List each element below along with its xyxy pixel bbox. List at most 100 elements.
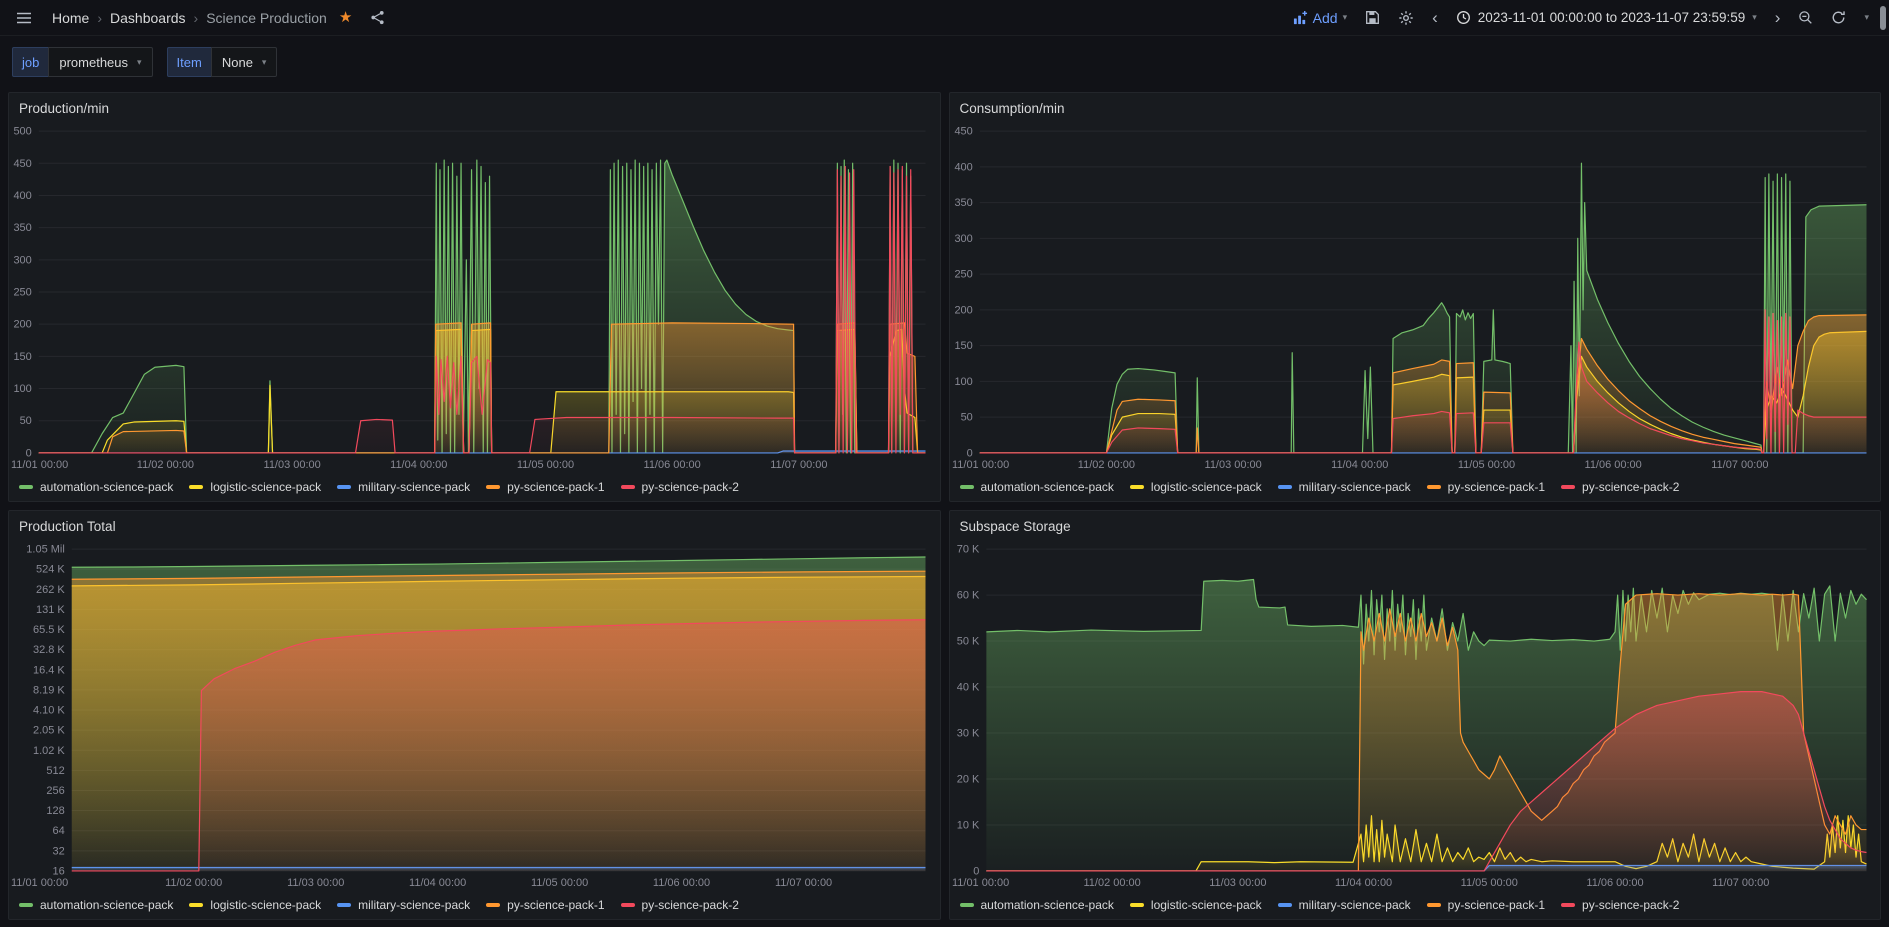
legend-series-label: py-science-pack-1	[507, 480, 605, 494]
save-dashboard-button[interactable]	[1359, 6, 1386, 29]
svg-text:150: 150	[954, 340, 972, 352]
refresh-button[interactable]	[1825, 6, 1852, 29]
legend-item-logistic-science-pack[interactable]: logistic-science-pack	[1129, 898, 1262, 912]
svg-text:11/02 00:00: 11/02 00:00	[137, 459, 194, 471]
legend-item-military-science-pack[interactable]: military-science-pack	[1277, 480, 1411, 494]
chart-legend: automation-science-pack logistic-science-…	[9, 473, 940, 501]
time-range-forward-button[interactable]: ›	[1769, 5, 1787, 30]
panel-title-text: Production/min	[19, 100, 110, 116]
panel-consumption-min: Consumption/min 0 50 100 150 200 250 300 350 400…	[948, 92, 1881, 502]
time-range-back-button[interactable]: ‹	[1426, 5, 1444, 30]
svg-text:11/07 00:00: 11/07 00:00	[1711, 459, 1768, 471]
legend-series-swatch	[1426, 485, 1441, 489]
svg-text:0: 0	[973, 865, 979, 877]
svg-text:262 K: 262 K	[36, 584, 65, 596]
panel-title-text: Consumption/min	[959, 100, 1065, 116]
legend-item-py-science-pack-2[interactable]: py-science-pack-2	[620, 898, 739, 912]
time-series-chart[interactable]: 0 10 K 20 K 30 K 40 K 50 K 60 K 70 K 11/01 00:00…	[950, 541, 1881, 891]
dashboard-settings-button[interactable]	[1392, 6, 1420, 30]
svg-text:11/01 00:00: 11/01 00:00	[11, 877, 68, 889]
legend-item-military-science-pack[interactable]: military-science-pack	[1277, 898, 1411, 912]
svg-text:20 K: 20 K	[956, 773, 979, 785]
legend-item-py-science-pack-1[interactable]: py-science-pack-1	[1426, 480, 1545, 494]
legend-item-py-science-pack-2[interactable]: py-science-pack-2	[620, 480, 739, 494]
navbar: Home › Dashboards › Science Production ★…	[0, 0, 1889, 36]
legend-item-py-science-pack-2[interactable]: py-science-pack-2	[1561, 480, 1679, 494]
svg-text:30 K: 30 K	[956, 727, 979, 739]
legend-item-logistic-science-pack[interactable]: logistic-science-pack	[189, 480, 321, 494]
svg-text:11/02 00:00: 11/02 00:00	[1077, 459, 1134, 471]
svg-text:70 K: 70 K	[956, 544, 979, 556]
zoom-out-button[interactable]	[1792, 6, 1819, 29]
svg-text:0: 0	[26, 447, 32, 459]
legend-item-py-science-pack-2[interactable]: py-science-pack-2	[1561, 898, 1679, 912]
legend-series-label: automation-science-pack	[40, 480, 174, 494]
svg-text:256: 256	[46, 785, 64, 797]
legend-item-logistic-science-pack[interactable]: logistic-science-pack	[189, 898, 321, 912]
dashboard-grid: Production/min 0 50 100 150 200 250 300 350 400 4…	[0, 88, 1889, 920]
legend-item-py-science-pack-1[interactable]: py-science-pack-1	[486, 898, 605, 912]
panel-title-subspace-storage[interactable]: Subspace Storage	[950, 511, 1881, 541]
legend-series-label: military-science-pack	[358, 480, 471, 494]
menu-toggle-button[interactable]	[10, 6, 38, 30]
legend-item-py-science-pack-1[interactable]: py-science-pack-1	[1426, 898, 1545, 912]
share-icon	[371, 10, 384, 25]
svg-text:0: 0	[966, 447, 972, 459]
legend-item-automation-science-pack[interactable]: automation-science-pack	[19, 480, 173, 494]
legend-series-swatch	[337, 485, 352, 489]
legend-series-label: py-science-pack-2	[1582, 898, 1680, 912]
legend-series-swatch	[1561, 903, 1576, 907]
legend-series-swatch	[1426, 903, 1441, 907]
variable-job-value[interactable]: prometheus ▾	[48, 47, 153, 77]
scrollbar[interactable]	[1880, 6, 1886, 30]
time-series-chart[interactable]: 0 50 100 150 200 250 300 350 400 450 11/01 00:00 11…	[950, 123, 1881, 473]
add-button[interactable]: Add ▾	[1287, 6, 1353, 30]
variable-item-value[interactable]: None ▾	[210, 47, 278, 77]
hamburger-icon	[17, 12, 31, 23]
svg-text:524 K: 524 K	[36, 564, 65, 576]
legend-item-automation-science-pack[interactable]: automation-science-pack	[19, 898, 173, 912]
legend-item-military-science-pack[interactable]: military-science-pack	[337, 898, 470, 912]
legend-item-military-science-pack[interactable]: military-science-pack	[337, 480, 470, 494]
time-series-chart[interactable]: 0 50 100 150 200 250 300 350 400 450 500 11/01 00:0…	[9, 123, 940, 473]
favorite-star-icon[interactable]: ★	[333, 6, 358, 29]
svg-text:200: 200	[13, 319, 31, 331]
svg-text:11/03 00:00: 11/03 00:00	[1204, 459, 1261, 471]
svg-text:100: 100	[954, 376, 972, 388]
legend-item-py-science-pack-1[interactable]: py-science-pack-1	[486, 480, 605, 494]
panel-title-text: Production Total	[19, 518, 116, 534]
svg-text:16: 16	[53, 865, 65, 877]
svg-text:16.4 K: 16.4 K	[33, 664, 65, 676]
svg-text:400: 400	[954, 161, 972, 173]
refresh-interval-dropdown[interactable]: ▾	[1858, 9, 1875, 26]
legend-series-label: py-science-pack-2	[1582, 480, 1680, 494]
legend-series-swatch	[486, 903, 501, 907]
legend-series-swatch	[19, 485, 33, 489]
chart-legend: automation-science-pack logistic-science-…	[9, 891, 940, 919]
variable-job-selected: prometheus	[59, 54, 129, 70]
share-button[interactable]	[364, 6, 391, 29]
legend-item-automation-science-pack[interactable]: automation-science-pack	[959, 898, 1114, 912]
legend-item-logistic-science-pack[interactable]: logistic-science-pack	[1129, 480, 1262, 494]
refresh-icon	[1833, 11, 1846, 24]
chart-legend: automation-science-pack logistic-science-…	[950, 473, 1881, 501]
svg-text:1.02 K: 1.02 K	[33, 745, 65, 757]
legend-item-automation-science-pack[interactable]: automation-science-pack	[959, 480, 1114, 494]
legend-series-label: military-science-pack	[1298, 480, 1411, 494]
panel-title-production-total[interactable]: Production Total	[9, 511, 940, 541]
panel-title-production-min[interactable]: Production/min	[9, 93, 940, 123]
breadcrumb-home[interactable]: Home	[52, 9, 90, 26]
svg-text:500: 500	[13, 126, 31, 138]
breadcrumb-dashboards[interactable]: Dashboards	[110, 9, 186, 26]
svg-text:11/01 00:00: 11/01 00:00	[951, 877, 1008, 889]
time-range-picker[interactable]: 2023-11-01 00:00:00 to 2023-11-07 23:59:…	[1450, 6, 1763, 29]
svg-text:2.05 K: 2.05 K	[33, 725, 65, 737]
panel-title-consumption-min[interactable]: Consumption/min	[950, 93, 1881, 123]
svg-text:11/04 00:00: 11/04 00:00	[1334, 877, 1391, 889]
panel-title-text: Subspace Storage	[959, 518, 1071, 534]
svg-text:65.5 K: 65.5 K	[33, 624, 65, 636]
time-series-chart[interactable]: 1.05 Mil 524 K 262 K 131 K 65.5 K 32.8 K 16.4 …	[9, 541, 940, 891]
svg-text:150: 150	[13, 351, 31, 363]
panel-production-min: Production/min 0 50 100 150 200 250 300 350 400 4…	[8, 92, 941, 502]
legend-series-swatch	[620, 903, 635, 907]
